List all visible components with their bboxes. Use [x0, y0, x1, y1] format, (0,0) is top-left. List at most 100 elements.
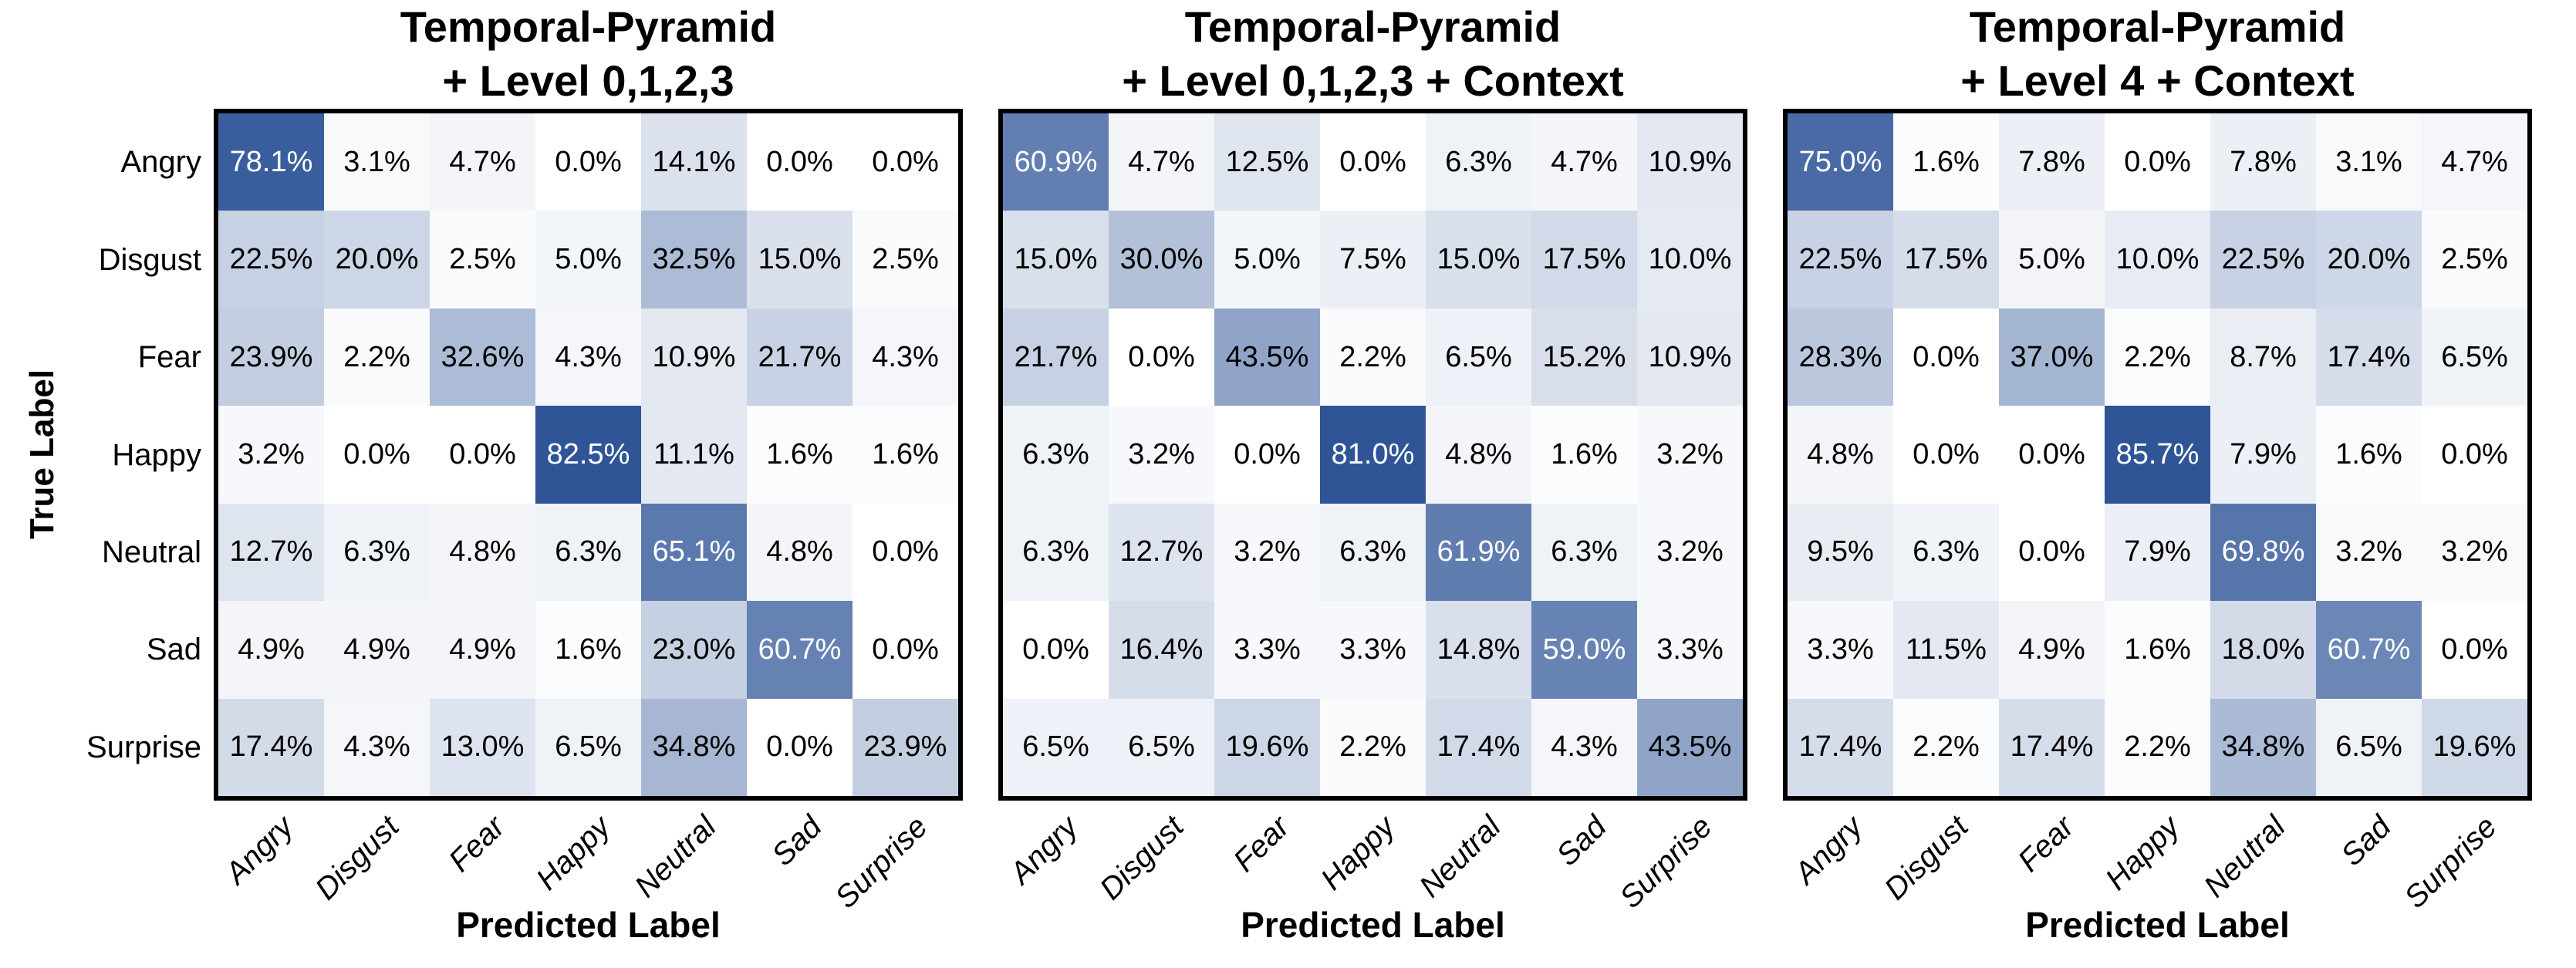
matrix-cell: 4.8% — [430, 503, 535, 602]
matrix-cell: 3.2% — [1109, 406, 1214, 504]
matrix-cell: 12.5% — [1214, 113, 1320, 211]
y-tick-label: Happy — [112, 437, 201, 472]
matrix-cell: 1.6% — [2105, 601, 2210, 699]
y-tick-label: Disgust — [98, 242, 201, 277]
x-tick-label: Disgust — [1877, 809, 1975, 907]
matrix-cell: 6.5% — [1109, 698, 1214, 796]
matrix-cell: 0.0% — [1893, 308, 1999, 406]
matrix-cell: 21.7% — [1003, 308, 1109, 406]
matrix-cell: 6.3% — [1003, 503, 1109, 602]
matrix-cell: 17.4% — [1788, 698, 1893, 796]
matrix-cell: 37.0% — [1999, 308, 2105, 406]
matrix-cell: 10.9% — [1637, 308, 1743, 406]
x-tick-label: Sad — [1549, 809, 1613, 873]
matrix-cell: 10.9% — [1637, 113, 1743, 211]
confusion-matrix-panel-1: Temporal-Pyramid + Level 0,1,2,3 True La… — [23, 0, 963, 968]
matrix-cell: 20.0% — [2316, 211, 2422, 309]
panel-title-line-1: Temporal-Pyramid — [1969, 2, 2346, 51]
matrix-cell: 16.4% — [1109, 601, 1214, 699]
y-tick-label: Fear — [137, 340, 201, 375]
matrix-cell: 1.6% — [852, 406, 958, 504]
matrix-cell: 60.9% — [1003, 113, 1109, 211]
matrix-cell: 22.5% — [2210, 211, 2316, 309]
matrix-cell: 23.9% — [852, 698, 958, 796]
matrix-cell: 4.8% — [1788, 406, 1893, 504]
matrix-cell: 0.0% — [535, 113, 641, 211]
matrix-cell: 34.8% — [2210, 698, 2316, 796]
matrix-cell: 3.2% — [1214, 503, 1320, 602]
x-tick-label: Angry — [1788, 809, 1869, 891]
matrix-cell: 69.8% — [2210, 503, 2316, 602]
matrix-cell: 22.5% — [1788, 211, 1893, 309]
matrix-cell: 6.5% — [535, 698, 641, 796]
matrix-cell: 1.6% — [1531, 406, 1637, 504]
matrix-cell: 4.3% — [535, 308, 641, 406]
matrix-cell: 0.0% — [852, 503, 958, 602]
panel-title: Temporal-Pyramid + Level 0,1,2,3 + Conte… — [972, 0, 1774, 108]
matrix-cell: 10.0% — [1637, 211, 1743, 309]
matrix-cell: 6.3% — [324, 503, 430, 602]
matrix-cell: 0.0% — [747, 698, 852, 796]
matrix-cell: 4.9% — [218, 601, 324, 699]
matrix-cell: 3.3% — [1320, 601, 1426, 699]
matrix-cell: 1.6% — [2316, 406, 2422, 504]
x-tick-label: Neutral — [627, 809, 723, 904]
x-tick-label: Surprise — [1612, 809, 1719, 916]
matrix-cell: 4.3% — [1531, 698, 1637, 796]
panel-title-line-1: Temporal-Pyramid — [1184, 2, 1561, 51]
matrix-cell: 15.0% — [747, 211, 852, 309]
matrix-cell: 0.0% — [852, 113, 958, 211]
x-tick-label: Surprise — [828, 809, 934, 916]
matrix-cell: 28.3% — [1788, 308, 1893, 406]
matrix-cell: 0.0% — [1893, 406, 1999, 504]
matrix-cell: 7.9% — [2105, 503, 2210, 602]
matrix-cell: 0.0% — [852, 601, 958, 699]
matrix-cell: 6.5% — [1426, 308, 1531, 406]
matrix-cell: 17.4% — [1999, 698, 2105, 796]
y-tick-label: Neutral — [102, 535, 201, 569]
y-tick-label: Angry — [120, 145, 202, 180]
panel-title-line-2: + Level 0,1,2,3 — [442, 56, 734, 105]
matrix-cell: 6.3% — [1426, 113, 1531, 211]
matrix-cell: 4.3% — [852, 308, 958, 406]
matrix-cell: 3.3% — [1637, 601, 1743, 699]
panel-title-line-2: + Level 4 + Context — [1960, 56, 2355, 105]
matrix-cell: 59.0% — [1531, 601, 1637, 699]
matrix-cell: 17.4% — [218, 698, 324, 796]
matrix-cell: 2.5% — [430, 211, 535, 309]
x-tick-label: Fear — [2010, 809, 2081, 879]
matrix-cell: 3.1% — [324, 113, 430, 211]
matrix-cell: 22.5% — [218, 211, 324, 309]
matrix-cell: 23.9% — [218, 308, 324, 406]
matrix-cell: 1.6% — [747, 406, 852, 504]
matrix-cell: 0.0% — [324, 406, 430, 504]
x-tick-label: Surprise — [2397, 809, 2503, 916]
x-tick-label: Sad — [765, 809, 829, 873]
matrix-cell: 3.2% — [218, 406, 324, 504]
matrix-cell: 3.2% — [2422, 503, 2527, 602]
matrix-cell: 78.1% — [218, 113, 324, 211]
matrix-cell: 4.8% — [1426, 406, 1531, 504]
matrix-cell: 19.6% — [2422, 698, 2527, 796]
matrix-cell: 11.5% — [1893, 601, 1999, 699]
matrix-cell: 3.3% — [1214, 601, 1320, 699]
matrix-cell: 10.9% — [641, 308, 747, 406]
confusion-matrix-panel-3: Temporal-Pyramid + Level 4 + Context 75.… — [1783, 0, 2532, 968]
matrix-cell: 14.8% — [1426, 601, 1531, 699]
matrix-cell: 2.5% — [852, 211, 958, 309]
matrix-cell: 65.1% — [641, 503, 747, 602]
x-tick-label: Angry — [1003, 809, 1085, 891]
heatmap-grid: 60.9% 4.7% 12.5% 0.0% 6.3% 4.7% 10.9% 15.0% 30.0… — [998, 109, 1747, 801]
matrix-cell: 4.7% — [430, 113, 535, 211]
matrix-cell: 17.5% — [1531, 211, 1637, 309]
x-tick-label: Happy — [2098, 809, 2186, 897]
matrix-cell: 7.8% — [2210, 113, 2316, 211]
matrix-cell: 34.8% — [641, 698, 747, 796]
matrix-cell: 5.0% — [1214, 211, 1320, 309]
matrix-cell: 3.1% — [2316, 113, 2422, 211]
matrix-cell: 0.0% — [747, 113, 852, 211]
matrix-cell: 32.6% — [430, 308, 535, 406]
y-tick-label: Sad — [146, 632, 201, 667]
panel-title: Temporal-Pyramid + Level 0,1,2,3 — [187, 0, 989, 108]
